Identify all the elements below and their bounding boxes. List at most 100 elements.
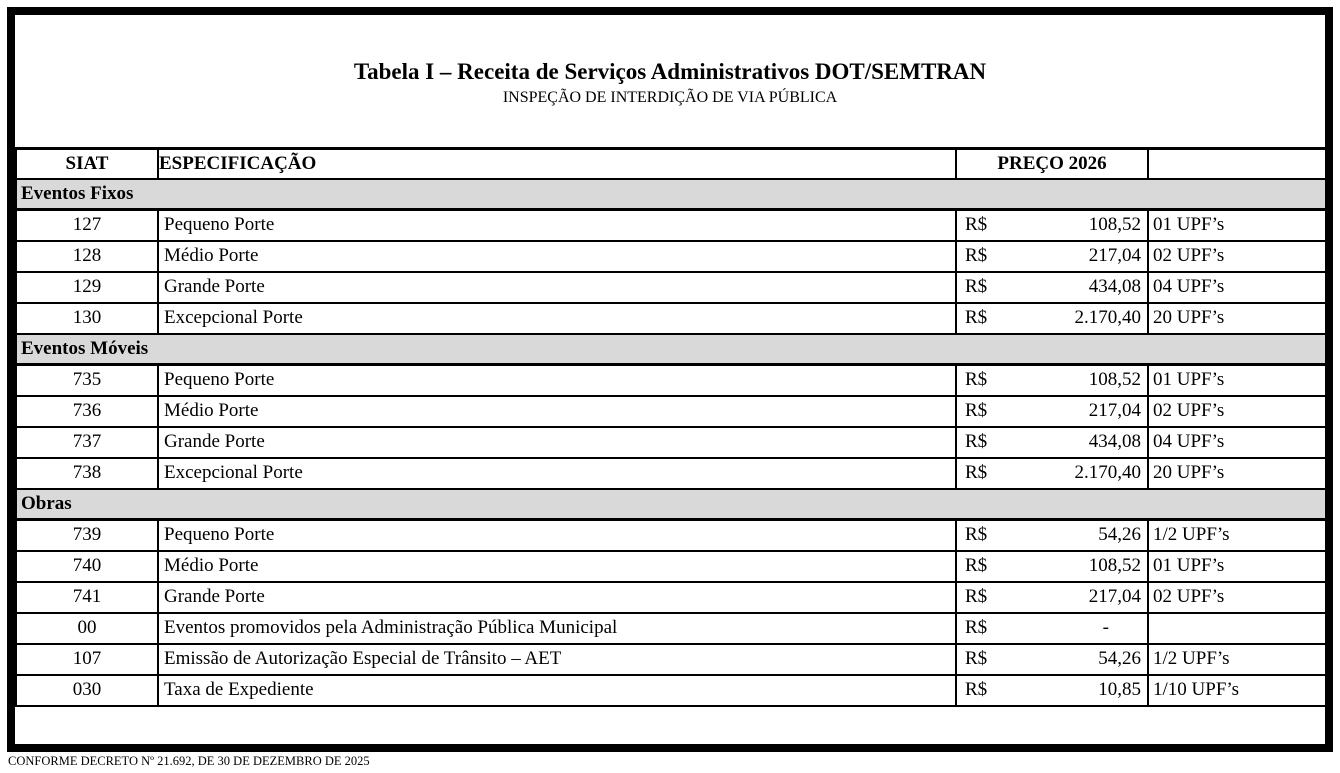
- spec-cell: Excepcional Porte: [157, 456, 957, 490]
- upf-cell: 1/2 UPF’s: [1147, 518, 1325, 552]
- table-row: 107 Emissão de Autorização Especial de T…: [15, 642, 1325, 676]
- price-cell: R$ 217,04: [955, 580, 1149, 614]
- currency-label: R$: [965, 462, 988, 483]
- price-cell: R$ 2.170,40: [955, 301, 1149, 335]
- title-block: Tabela I – Receita de Serviços Administr…: [15, 15, 1325, 147]
- price-cell: R$ 2.170,40: [955, 456, 1149, 490]
- section-label: Eventos Móveis: [15, 332, 1325, 366]
- siat-cell: 740: [15, 549, 159, 583]
- section-row-eventos-fixos: Eventos Fixos: [15, 177, 1325, 211]
- price-cell: R$ 108,52: [955, 363, 1149, 397]
- upf-cell: 20 UPF’s: [1147, 301, 1325, 335]
- price-value: 10,85: [1098, 679, 1141, 700]
- header-row: SIAT ESPECIFICAÇÃO PREÇO 2026: [15, 147, 1325, 180]
- siat-cell: 738: [15, 456, 159, 490]
- spec-cell: Grande Porte: [157, 580, 957, 614]
- section-row-obras: Obras: [15, 487, 1325, 521]
- spec-cell: Excepcional Porte: [157, 301, 957, 335]
- currency-label: R$: [965, 400, 988, 421]
- header-siat: SIAT: [15, 147, 159, 180]
- table-row: 129 Grande Porte R$ 434,08 04 UPF’s: [15, 270, 1325, 304]
- page-title: Tabela I – Receita de Serviços Administr…: [353, 59, 987, 84]
- price-cell: R$ 10,85: [955, 673, 1149, 707]
- price-cell: R$ 217,04: [955, 239, 1149, 273]
- section-label: Eventos Fixos: [15, 177, 1325, 211]
- spec-cell: Pequeno Porte: [157, 208, 957, 242]
- price-cell: R$ 434,08: [955, 270, 1149, 304]
- upf-cell: 1/10 UPF’s: [1147, 673, 1325, 707]
- price-value: 108,52: [1088, 555, 1141, 576]
- upf-cell: 01 UPF’s: [1147, 549, 1325, 583]
- table-row: 739 Pequeno Porte R$ 54,26 1/2 UPF’s: [15, 518, 1325, 552]
- price-value: 217,04: [1088, 245, 1141, 266]
- upf-cell: 20 UPF’s: [1147, 456, 1325, 490]
- table-row: 740 Médio Porte R$ 108,52 01 UPF’s: [15, 549, 1325, 583]
- upf-cell: 1/2 UPF’s: [1147, 642, 1325, 676]
- price-cell: R$ 54,26: [955, 642, 1149, 676]
- spec-cell: Emissão de Autorização Especial de Trâns…: [157, 642, 957, 676]
- currency-label: R$: [965, 586, 988, 607]
- siat-cell: 741: [15, 580, 159, 614]
- price-value: 108,52: [1088, 369, 1141, 391]
- price-value: 434,08: [1088, 276, 1141, 297]
- price-value: 434,08: [1088, 431, 1141, 452]
- currency-label: R$: [965, 524, 988, 546]
- price-cell: R$ 108,52: [955, 208, 1149, 242]
- currency-label: R$: [965, 369, 988, 391]
- table-row: 00 Eventos promovidos pela Administração…: [15, 611, 1325, 645]
- header-upf: [1147, 147, 1325, 180]
- siat-cell: 130: [15, 301, 159, 335]
- currency-label: R$: [965, 555, 988, 576]
- table-row: 030 Taxa de Expediente R$ 10,85 1/10 UPF’…: [15, 673, 1325, 707]
- price-cell: R$ 434,08: [955, 425, 1149, 459]
- siat-cell: 129: [15, 270, 159, 304]
- siat-cell: 737: [15, 425, 159, 459]
- upf-cell: [1147, 611, 1325, 645]
- upf-cell: 02 UPF’s: [1147, 580, 1325, 614]
- currency-label: R$: [965, 617, 988, 638]
- spec-cell: Grande Porte: [157, 270, 957, 304]
- currency-label: R$: [965, 214, 988, 236]
- table-row: 735 Pequeno Porte R$ 108,52 01 UPF’s: [15, 363, 1325, 397]
- upf-cell: 02 UPF’s: [1147, 239, 1325, 273]
- spec-cell: Médio Porte: [157, 549, 957, 583]
- table-row: 127 Pequeno Porte R$ 108,52 01 UPF’s: [15, 208, 1325, 242]
- currency-label: R$: [965, 307, 988, 328]
- upf-cell: 02 UPF’s: [1147, 394, 1325, 428]
- spec-cell: Taxa de Expediente: [157, 673, 957, 707]
- price-value: 54,26: [1098, 524, 1141, 546]
- table-row: 128 Médio Porte R$ 217,04 02 UPF’s: [15, 239, 1325, 273]
- table-row: 741 Grande Porte R$ 217,04 02 UPF’s: [15, 580, 1325, 614]
- spec-cell: Grande Porte: [157, 425, 957, 459]
- header-especificacao: ESPECIFICAÇÃO: [157, 147, 957, 180]
- spec-cell: Eventos promovidos pela Administração Pú…: [157, 611, 957, 645]
- section-row-eventos-moveis: Eventos Móveis: [15, 332, 1325, 366]
- fee-table: SIAT ESPECIFICAÇÃO PREÇO 2026 Eventos Fi…: [15, 147, 1325, 707]
- section-label: Obras: [15, 487, 1325, 521]
- siat-cell: 736: [15, 394, 159, 428]
- price-value: -: [1102, 617, 1109, 638]
- siat-cell: 739: [15, 518, 159, 552]
- currency-label: R$: [965, 276, 988, 297]
- document-frame: Tabela I – Receita de Serviços Administr…: [7, 7, 1333, 752]
- upf-cell: 01 UPF’s: [1147, 208, 1325, 242]
- price-value: 217,04: [1088, 586, 1141, 607]
- upf-cell: 04 UPF’s: [1147, 270, 1325, 304]
- currency-label: R$: [965, 245, 988, 266]
- price-cell: R$ 217,04: [955, 394, 1149, 428]
- siat-cell: 00: [15, 611, 159, 645]
- siat-cell: 128: [15, 239, 159, 273]
- table-row: 738 Excepcional Porte R$ 2.170,40 20 UPF’…: [15, 456, 1325, 490]
- siat-cell: 735: [15, 363, 159, 397]
- table-row: 737 Grande Porte R$ 434,08 04 UPF’s: [15, 425, 1325, 459]
- price-value: 108,52: [1088, 214, 1141, 236]
- currency-label: R$: [965, 431, 988, 452]
- price-cell: R$ -: [955, 611, 1149, 645]
- upf-cell: 04 UPF’s: [1147, 425, 1325, 459]
- price-value: 2.170,40: [1074, 462, 1142, 483]
- header-preco-2026: PREÇO 2026: [955, 147, 1149, 180]
- page-subtitle: INSPEÇÃO DE INTERDIÇÃO DE VIA PÚBLICA: [502, 89, 838, 106]
- currency-label: R$: [965, 648, 988, 669]
- spec-cell: Médio Porte: [157, 239, 957, 273]
- price-value: 54,26: [1098, 648, 1141, 669]
